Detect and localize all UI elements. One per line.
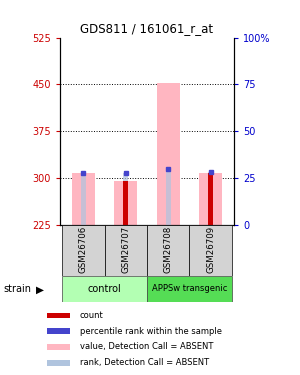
Bar <box>147 225 189 276</box>
Text: APPSw transgenic: APPSw transgenic <box>152 284 227 293</box>
Text: value, Detection Call = ABSENT: value, Detection Call = ABSENT <box>80 342 213 351</box>
Bar <box>105 225 147 276</box>
Bar <box>47 344 70 350</box>
Bar <box>199 173 222 225</box>
Text: GSM26706: GSM26706 <box>79 226 88 273</box>
Text: ▶: ▶ <box>36 285 44 294</box>
Bar <box>123 173 128 225</box>
Bar <box>72 173 95 225</box>
Bar <box>47 328 70 334</box>
Text: count: count <box>80 311 104 320</box>
Bar <box>81 173 86 225</box>
Text: percentile rank within the sample: percentile rank within the sample <box>80 327 222 336</box>
Text: control: control <box>88 284 122 294</box>
Text: GDS811 / 161061_r_at: GDS811 / 161061_r_at <box>80 22 214 34</box>
Bar <box>208 172 213 225</box>
Bar <box>208 173 213 225</box>
Bar <box>123 181 128 225</box>
Bar <box>157 82 180 225</box>
Bar <box>47 312 70 318</box>
Text: GSM26707: GSM26707 <box>121 226 130 273</box>
Text: rank, Detection Call = ABSENT: rank, Detection Call = ABSENT <box>80 358 209 367</box>
Text: strain: strain <box>3 285 31 294</box>
Bar <box>189 225 232 276</box>
Text: GSM26709: GSM26709 <box>206 226 215 273</box>
Bar <box>166 169 171 225</box>
Bar <box>62 276 147 302</box>
Bar <box>147 276 232 302</box>
Bar <box>47 360 70 366</box>
Bar <box>62 225 105 276</box>
Bar <box>114 181 137 225</box>
Text: GSM26708: GSM26708 <box>164 226 173 273</box>
